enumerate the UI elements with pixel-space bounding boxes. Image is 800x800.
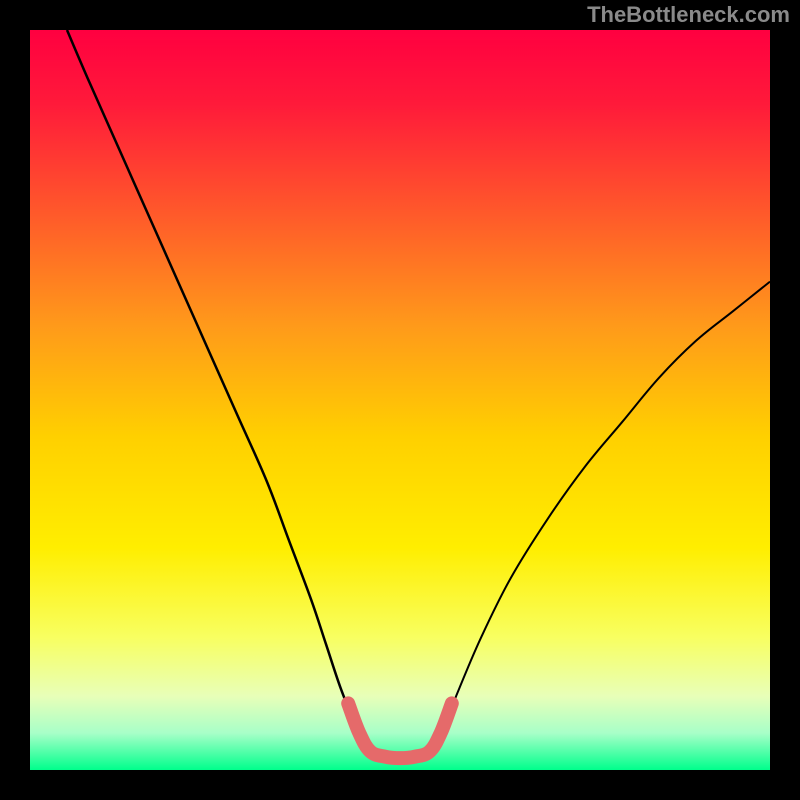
watermark-text: TheBottleneck.com xyxy=(587,2,790,28)
bottleneck-chart: TheBottleneck.com xyxy=(0,0,800,800)
plot-background xyxy=(30,30,770,770)
chart-canvas xyxy=(0,0,800,800)
